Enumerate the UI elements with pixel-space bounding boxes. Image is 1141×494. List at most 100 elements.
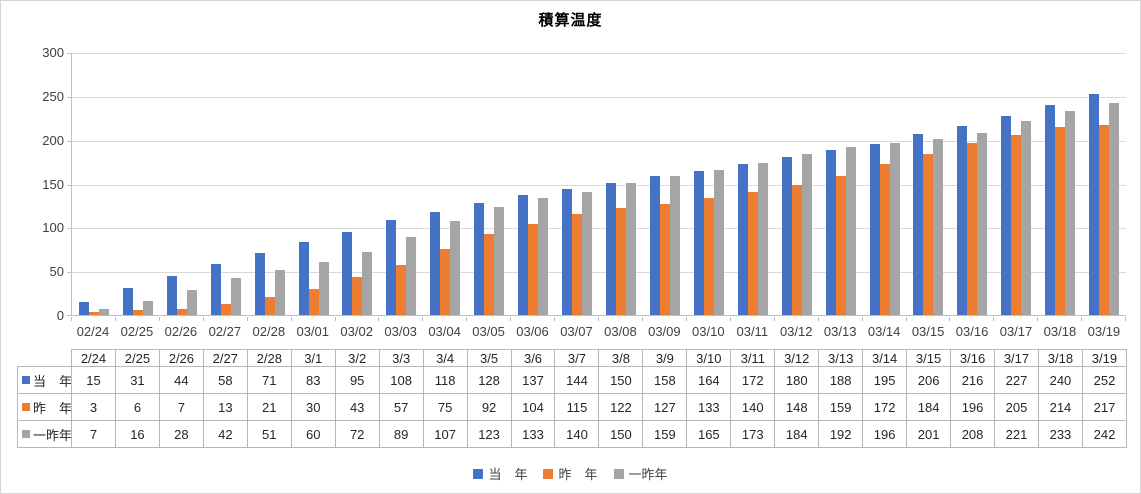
x-axis-label: 02/28 [252,324,286,339]
y-axis-tick [67,97,72,98]
table-cell: 83 [290,366,336,394]
table-cell: 140 [730,393,776,421]
bar-this-year [781,157,792,315]
table-cell: 165 [686,420,732,448]
bar-this-year [649,176,660,315]
bar-two-years-ago [1021,121,1032,315]
table-header-cell: 2/24 [71,349,116,367]
table-header-cell: 3/11 [730,349,776,367]
y-axis-label: 0 [56,308,64,323]
y-axis-label: 50 [49,264,64,279]
table-row: 一昨年 7 16 28 42 51 60 72 89 107 123 133 140 150 159 165 1… [17,420,1128,448]
x-axis-label: 03/16 [955,324,989,339]
gridline [72,53,1126,54]
bar-group [467,53,511,315]
table-cell: 75 [422,393,468,421]
bar-this-year [1045,105,1056,315]
bar-last-year [791,185,802,315]
table-header-cell: 2/27 [202,349,248,367]
table-cell: 252 [1081,366,1128,394]
table-header-cell: 3/5 [466,349,512,367]
table-cell: 137 [510,366,556,394]
x-axis-tick [204,317,248,321]
table-cell: 233 [1037,420,1083,448]
bar-two-years-ago [230,278,241,315]
table-header-cell: 3/10 [686,349,732,367]
data-table: 2/24 2/25 2/26 2/27 2/28 3/1 3/2 3/3 3/4 3/5 3/6 3/… [17,349,1128,448]
x-axis-label: 03/03 [384,324,417,339]
bar-two-years-ago [142,301,153,315]
bar-two-years-ago [757,163,768,315]
x-axis-label: 02/27 [208,324,242,339]
x-axis-tick [248,317,292,321]
y-axis-tick [67,185,72,186]
table-cell: 150 [598,420,644,448]
x-axis-label: 03/12 [779,324,813,339]
table-header-cell: 3/12 [774,349,820,367]
bar-last-year [528,224,539,315]
table-cell: 148 [774,393,820,421]
legend-label: 一昨年 [628,467,668,482]
bar-group [423,53,467,315]
bar-group [555,53,599,315]
chart-legend: 当 年 昨 年 一昨年 [1,464,1140,483]
x-axis-tick [643,317,687,321]
table-cell: 206 [906,366,952,394]
bar-last-year [747,192,758,315]
gridline [72,97,1126,98]
table-row-label-text: 昨 年 [33,400,72,416]
table-cell: 192 [818,420,864,448]
x-axis-label: 02/25 [120,324,154,339]
x-axis-label: 02/26 [164,324,198,339]
table-cell: 95 [334,366,380,394]
bar-two-years-ago [362,252,373,315]
x-axis-label: 03/04 [428,324,461,339]
bar-last-year [879,164,890,315]
table-cell: 71 [246,366,292,394]
table-header-cell: 2/26 [158,349,204,367]
table-cell: 144 [554,366,600,394]
bar-this-year [342,232,353,315]
bar-group [599,53,643,315]
table-cell: 57 [378,393,424,421]
bar-group [1038,53,1082,315]
table-row: 当 年 15 31 44 58 71 83 95 108 118 128 137 144 150 158 16… [17,366,1128,394]
bar-this-year [430,212,441,315]
table-cell: 15 [71,366,116,394]
table-cell: 180 [774,366,820,394]
x-axis-ticks [71,317,1127,321]
bar-last-year [440,249,451,315]
gridline [72,228,1126,229]
bar-last-year [835,176,846,315]
bar-last-year [308,289,319,315]
x-axis-tick [775,317,819,321]
y-axis-label: 250 [42,89,64,104]
chart-title: 積算温度 [538,12,603,29]
x-axis-tick [863,317,907,321]
table-cell: 13 [202,393,248,421]
bar-two-years-ago [713,170,724,315]
bar-last-year [88,312,99,315]
bar-last-year [1099,125,1110,315]
table-row-label-inner: 昨 年 [19,398,72,417]
bar-group [292,53,336,315]
table-cell: 3 [71,393,116,421]
table-header-row: 2/24 2/25 2/26 2/27 2/28 3/1 3/2 3/3 3/4 3/5 3/6 3/… [18,349,1128,367]
x-axis-tick [819,317,863,321]
bar-two-years-ago [1065,111,1076,315]
table-cell: 164 [686,366,732,394]
x-axis-label: 03/11 [736,324,769,339]
table-cell: 172 [862,393,908,421]
x-axis-label: 03/02 [340,324,373,339]
bar-last-year [352,277,363,315]
table-cell: 242 [1081,420,1128,448]
gridline [72,141,1126,142]
x-axis-tick [994,317,1039,321]
y-axis-tick [67,141,72,142]
bar-group [204,53,248,315]
bar-group [863,53,907,315]
bar-group [950,53,994,315]
series-marker-icon [22,430,30,438]
table-cell: 184 [906,393,952,421]
